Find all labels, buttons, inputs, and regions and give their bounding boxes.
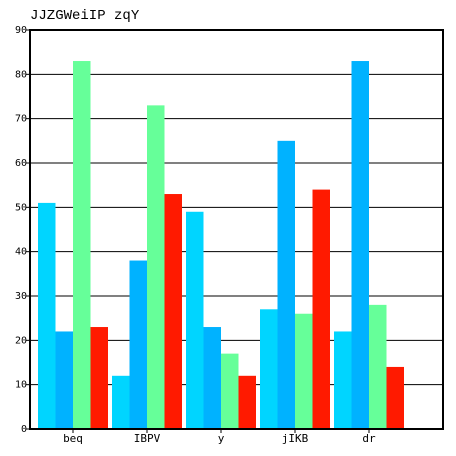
y-tick-label-8: 80 — [15, 69, 27, 80]
y-tick-label-3: 30 — [15, 291, 27, 302]
y-tick-label-6: 60 — [15, 158, 27, 169]
bar-dr-series-1 — [334, 331, 352, 429]
bar-beq-series-3 — [73, 61, 91, 430]
bar-IBPV-series-1 — [112, 375, 130, 429]
bar-y-series-1 — [186, 211, 204, 429]
bar-IBPV-series-2 — [129, 260, 147, 429]
x-axis-ticks: beq IBPV y jIKB dr — [63, 429, 376, 445]
bar-beq-series-2 — [55, 331, 73, 429]
y-tick-label-5: 50 — [15, 202, 27, 213]
x-tick-label-0: beq — [63, 432, 83, 445]
x-tick-label-2: y — [218, 432, 225, 445]
y-tick-label-0: 0 — [21, 424, 27, 435]
x-tick-label-1: IBPV — [134, 432, 161, 445]
bar-y-series-4 — [238, 375, 256, 429]
bar-IBPV-series-4 — [164, 194, 182, 429]
bar-y-series-3 — [221, 353, 239, 429]
bar-beq-series-1 — [38, 202, 56, 429]
y-tick-label-9: 90 — [15, 25, 27, 36]
y-tick-label-4: 40 — [15, 247, 27, 258]
bar-dr-series-4 — [386, 366, 404, 429]
bar-jIKB-series-2 — [277, 140, 295, 430]
bar-IBPV-series-3 — [147, 105, 165, 429]
y-tick-label-7: 70 — [15, 114, 27, 125]
chart-title: JJZGWeiIP zqY — [30, 8, 140, 24]
bar-y-series-2 — [203, 327, 221, 429]
bar-series — [38, 61, 404, 430]
y-axis-ticks: 0 10 20 30 40 50 60 70 80 90 — [15, 25, 30, 435]
y-tick-label-2: 20 — [15, 335, 27, 346]
bar-jIKB-series-1 — [260, 309, 278, 429]
bar-dr-series-3 — [369, 304, 387, 429]
y-tick-label-1: 10 — [15, 380, 27, 391]
x-tick-label-4: dr — [362, 432, 376, 445]
x-tick-label-3: jIKB — [282, 432, 309, 445]
bar-jIKB-series-3 — [295, 313, 313, 429]
bar-dr-series-2 — [351, 61, 369, 430]
bar-beq-series-4 — [90, 327, 108, 429]
plot-frame — [29, 29, 444, 430]
bar-jIKB-series-4 — [312, 189, 330, 429]
